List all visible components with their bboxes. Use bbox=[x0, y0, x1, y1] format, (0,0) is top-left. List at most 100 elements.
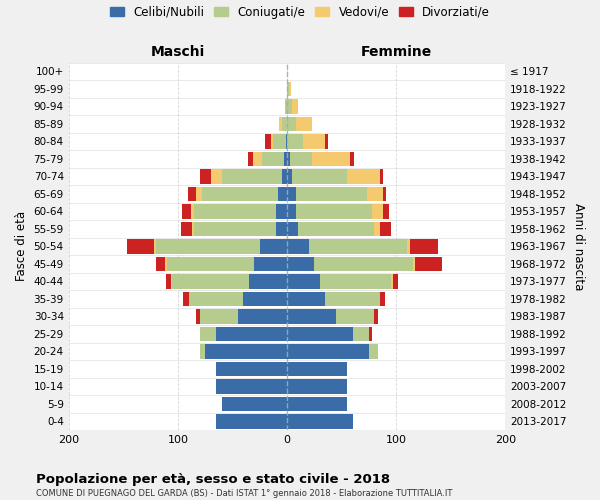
Bar bbox=[287, 396, 347, 411]
Bar bbox=[410, 239, 437, 254]
Bar bbox=[156, 239, 260, 254]
Bar bbox=[171, 274, 172, 288]
Bar bbox=[287, 344, 369, 358]
Bar bbox=[287, 326, 353, 341]
Y-axis label: Anni di nascita: Anni di nascita bbox=[572, 202, 585, 290]
Bar bbox=[221, 169, 281, 184]
Bar bbox=[200, 169, 211, 184]
Bar bbox=[281, 116, 287, 131]
Bar bbox=[216, 326, 287, 341]
Bar bbox=[182, 204, 191, 218]
Bar bbox=[284, 152, 287, 166]
Bar bbox=[276, 204, 287, 218]
Bar bbox=[298, 222, 374, 236]
Bar bbox=[287, 99, 292, 114]
Bar bbox=[271, 134, 273, 148]
Bar bbox=[287, 186, 296, 201]
Bar bbox=[369, 344, 377, 358]
Text: COMUNE DI PUEGNAGO DEL GARDA (BS) - Dati ISTAT 1° gennaio 2018 - Elaborazione TU: COMUNE DI PUEGNAGO DEL GARDA (BS) - Dati… bbox=[36, 489, 452, 498]
Bar bbox=[383, 186, 386, 201]
Bar bbox=[216, 362, 287, 376]
Bar bbox=[309, 239, 407, 254]
Bar bbox=[367, 186, 383, 201]
Text: Popolazione per età, sesso e stato civile - 2018: Popolazione per età, sesso e stato civil… bbox=[36, 472, 390, 486]
Bar bbox=[325, 134, 328, 148]
Bar bbox=[262, 152, 284, 166]
Bar bbox=[380, 169, 383, 184]
Bar bbox=[156, 256, 165, 271]
Bar bbox=[211, 169, 221, 184]
Bar bbox=[260, 239, 287, 254]
Bar bbox=[196, 186, 202, 201]
Bar bbox=[172, 274, 249, 288]
Bar bbox=[183, 292, 189, 306]
Bar bbox=[320, 274, 391, 288]
Y-axis label: Fasce di età: Fasce di età bbox=[15, 212, 28, 282]
Bar bbox=[192, 222, 194, 236]
Bar bbox=[289, 82, 292, 96]
Bar bbox=[276, 222, 287, 236]
Bar bbox=[287, 116, 296, 131]
Bar bbox=[290, 152, 312, 166]
Bar bbox=[287, 379, 347, 394]
Bar bbox=[281, 169, 287, 184]
Bar bbox=[287, 204, 296, 218]
Bar bbox=[372, 204, 383, 218]
Bar bbox=[286, 134, 287, 148]
Bar bbox=[287, 414, 353, 428]
Bar bbox=[253, 152, 262, 166]
Bar bbox=[287, 152, 290, 166]
Bar bbox=[189, 292, 244, 306]
Bar bbox=[154, 239, 156, 254]
Bar bbox=[278, 186, 287, 201]
Bar bbox=[248, 152, 253, 166]
Bar bbox=[287, 362, 347, 376]
Bar bbox=[216, 379, 287, 394]
Bar bbox=[200, 344, 205, 358]
Bar bbox=[221, 396, 287, 411]
Bar bbox=[369, 326, 372, 341]
Bar bbox=[202, 186, 278, 201]
Bar bbox=[380, 292, 385, 306]
Bar bbox=[296, 186, 367, 201]
Bar bbox=[287, 292, 325, 306]
Bar bbox=[254, 256, 287, 271]
Bar bbox=[166, 274, 171, 288]
Bar bbox=[391, 274, 393, 288]
Bar bbox=[287, 256, 314, 271]
Bar bbox=[292, 169, 347, 184]
Bar bbox=[216, 414, 287, 428]
Bar bbox=[336, 309, 374, 324]
Text: Maschi: Maschi bbox=[151, 45, 205, 59]
Bar bbox=[292, 99, 298, 114]
Bar bbox=[273, 134, 286, 148]
Bar bbox=[181, 222, 192, 236]
Bar bbox=[314, 256, 413, 271]
Bar bbox=[194, 222, 276, 236]
Bar bbox=[347, 169, 380, 184]
Bar bbox=[407, 239, 410, 254]
Bar bbox=[413, 256, 415, 271]
Bar bbox=[194, 204, 276, 218]
Bar bbox=[287, 134, 304, 148]
Bar bbox=[196, 309, 200, 324]
Bar bbox=[265, 134, 271, 148]
Bar bbox=[374, 222, 380, 236]
Bar bbox=[167, 256, 254, 271]
Bar bbox=[165, 256, 167, 271]
Bar bbox=[238, 309, 287, 324]
Bar bbox=[191, 204, 194, 218]
Bar bbox=[415, 256, 442, 271]
Bar bbox=[353, 326, 369, 341]
Bar bbox=[383, 204, 389, 218]
Bar bbox=[350, 152, 353, 166]
Bar bbox=[287, 309, 336, 324]
Bar bbox=[188, 186, 196, 201]
Bar bbox=[205, 344, 287, 358]
Bar bbox=[200, 326, 216, 341]
Bar bbox=[244, 292, 287, 306]
Bar bbox=[287, 222, 298, 236]
Bar bbox=[296, 204, 372, 218]
Bar bbox=[312, 152, 350, 166]
Bar bbox=[325, 292, 380, 306]
